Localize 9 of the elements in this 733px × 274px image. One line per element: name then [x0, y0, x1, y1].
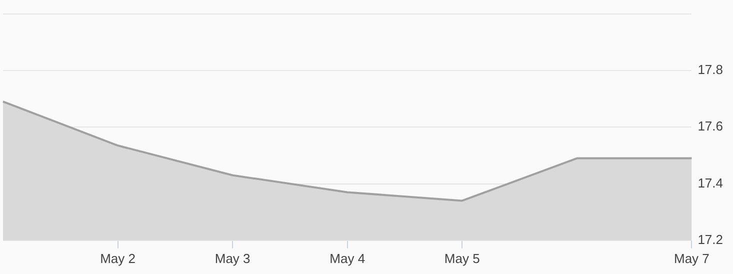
x-tick-label: May 5 — [444, 250, 480, 266]
x-tick-label: May 4 — [330, 250, 366, 266]
x-tick-label: May 7 — [674, 250, 710, 266]
x-tick-label: May 3 — [214, 250, 250, 266]
y-tick-label: 17.4 — [698, 175, 724, 190]
x-tick-label: May 2 — [100, 250, 136, 266]
y-tick-label: 17.6 — [698, 118, 724, 134]
y-tick-label: 17.2 — [698, 232, 724, 247]
y-tick-label: 17.8 — [698, 62, 724, 78]
